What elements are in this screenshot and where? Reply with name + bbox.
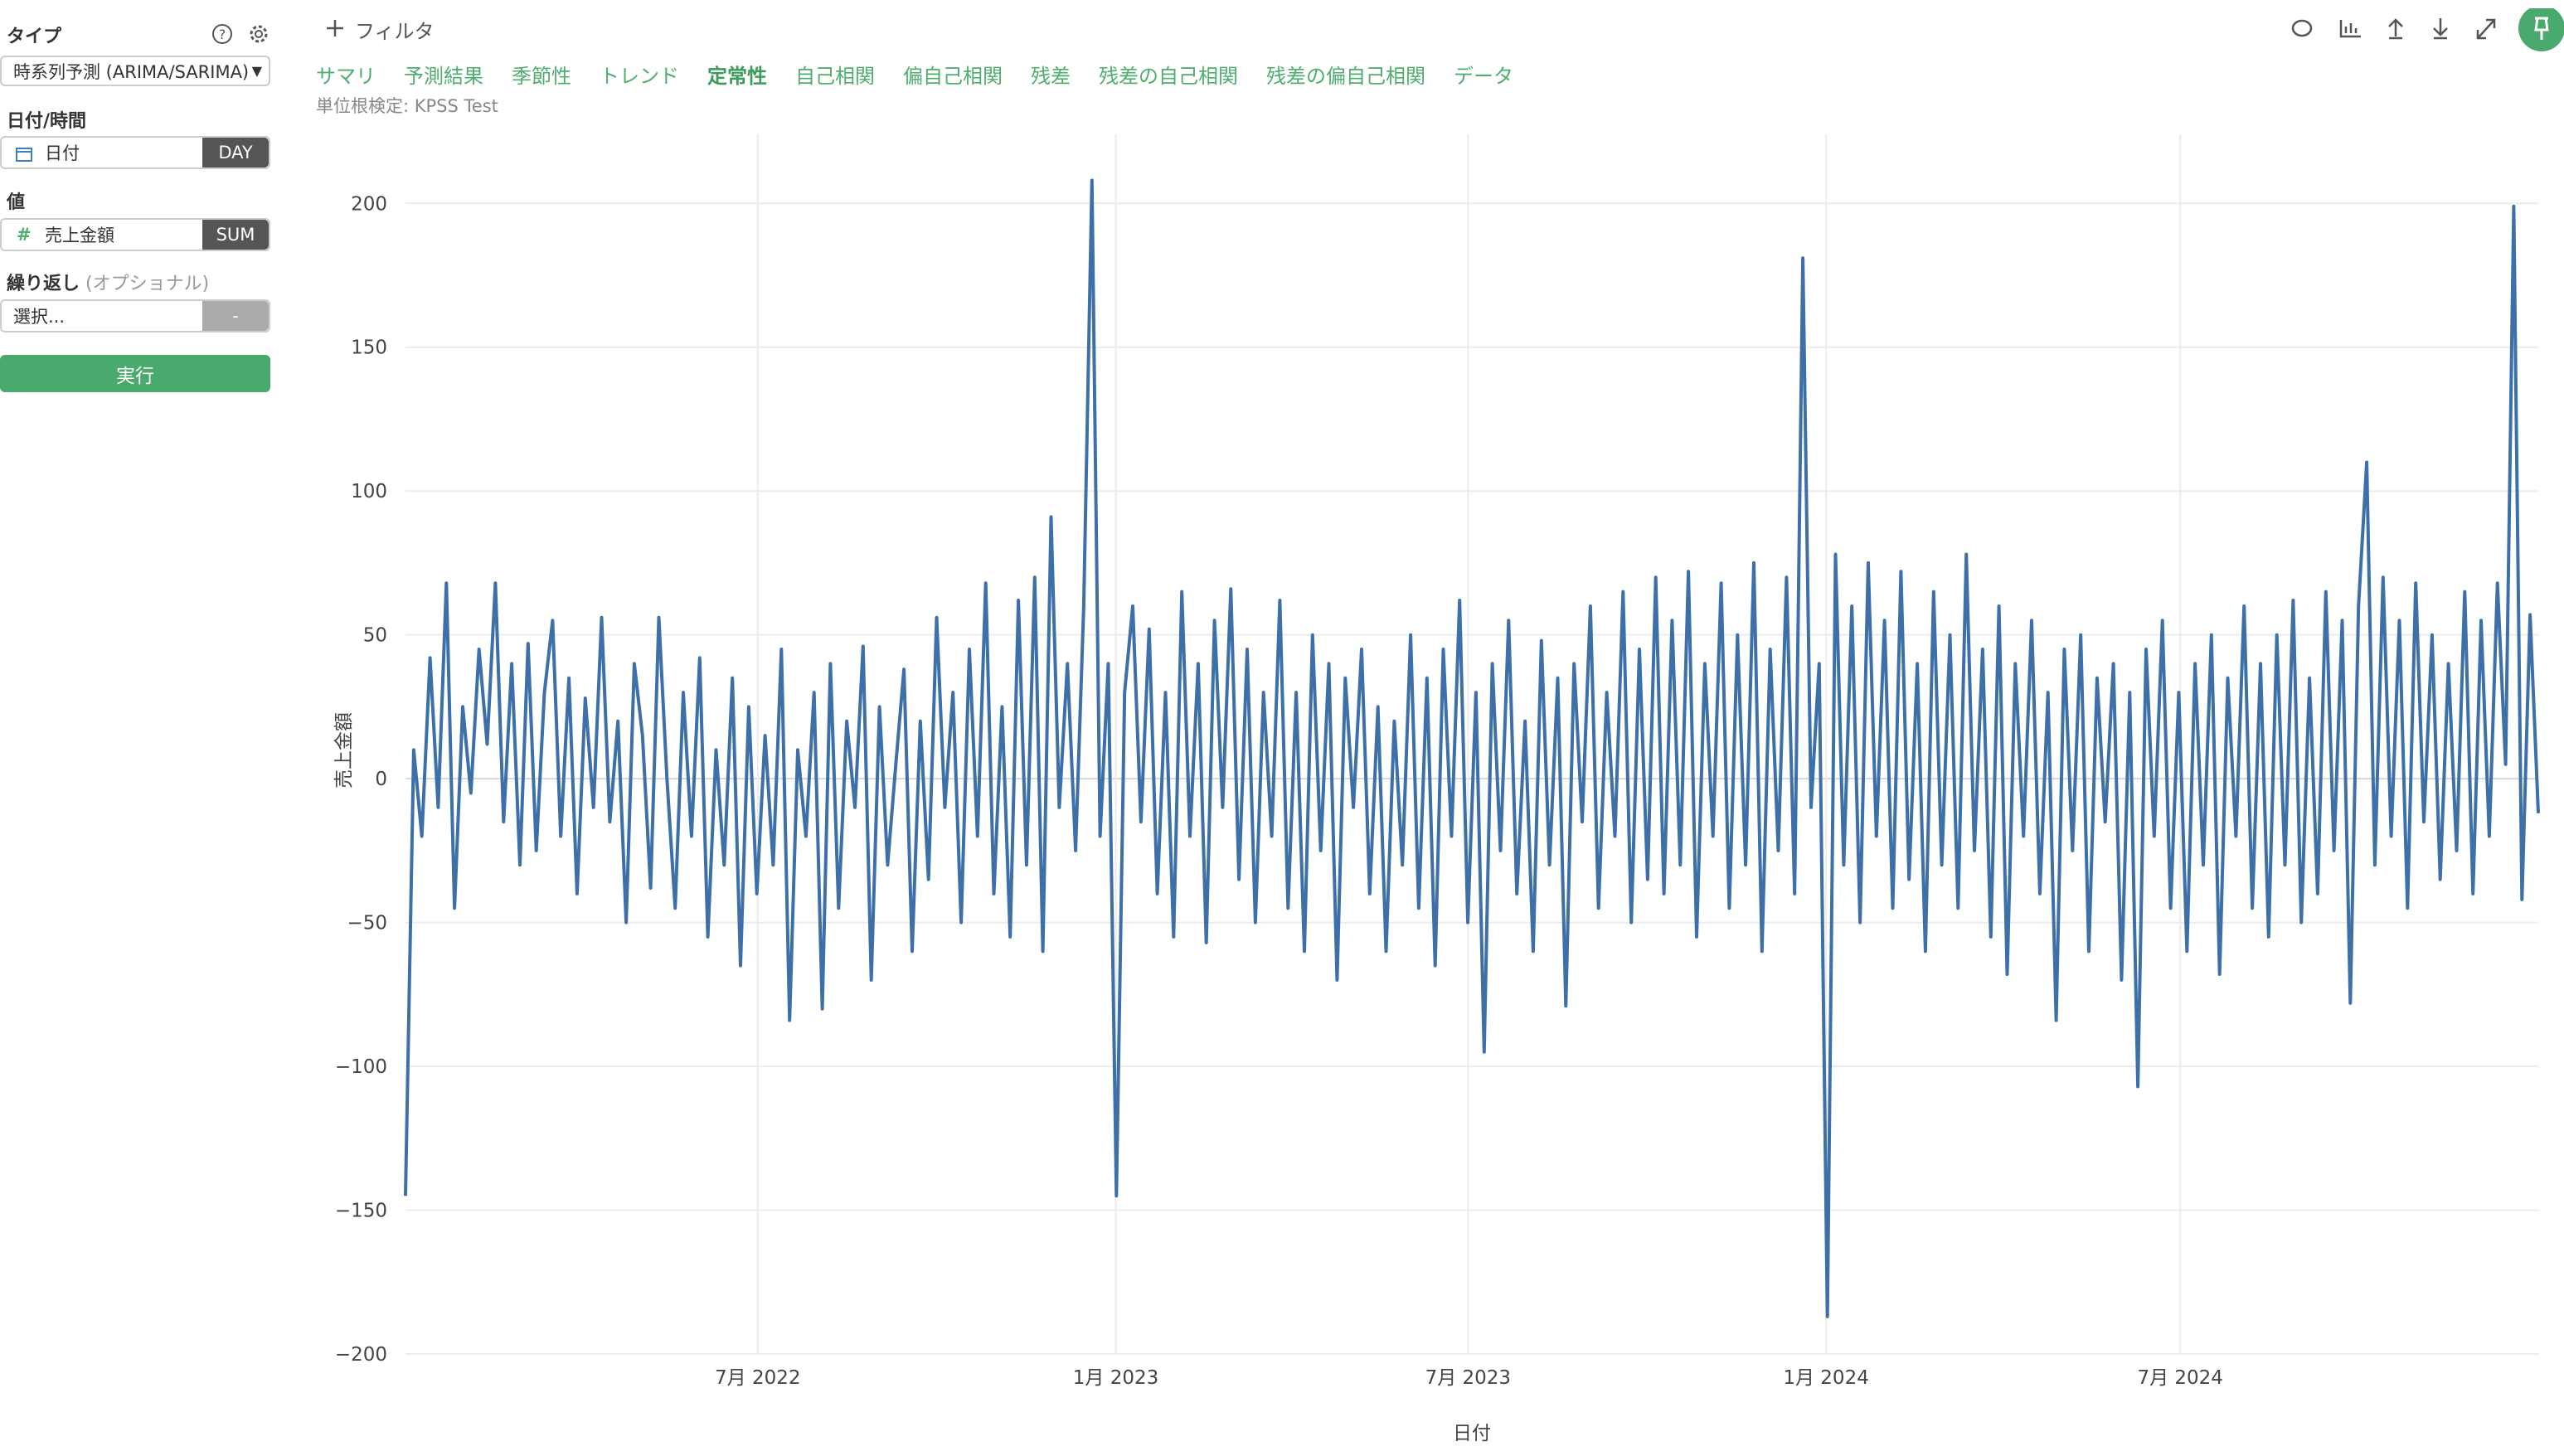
type-label: タイプ (7, 27, 62, 47)
calendar-icon (16, 148, 32, 162)
tab[interactable]: 残差の自己相関 (1099, 65, 1238, 88)
download-icon[interactable] (2433, 18, 2448, 40)
tab[interactable]: 自己相関 (795, 65, 875, 88)
tab[interactable]: トレンド (600, 65, 679, 88)
number-icon: # (17, 225, 32, 245)
filter-button[interactable]: フィルタ (355, 20, 435, 43)
tab[interactable]: 定常性 (707, 65, 767, 88)
date-field[interactable]: 日付 DAY (0, 136, 270, 169)
y-tick-label: 150 (351, 337, 387, 359)
value-field[interactable]: # 売上金額 SUM (0, 218, 270, 251)
tab[interactable]: 残差の偏自己相関 (1266, 65, 1425, 88)
tab[interactable]: 残差 (1031, 65, 1071, 88)
plus-icon[interactable] (323, 17, 347, 40)
repeat-label-row: 繰り返し (オプショナル) (7, 269, 209, 295)
repeat-select[interactable]: 選択... - (0, 299, 270, 332)
tab[interactable]: データ (1454, 65, 1513, 88)
y-tick-label: 100 (351, 481, 387, 502)
dropdown-arrow: ▼ (251, 63, 262, 79)
help-icon[interactable] (212, 24, 232, 44)
value-field-name: 売上金額 (45, 226, 114, 245)
repeat-optional: (オプショナル) (85, 274, 210, 294)
tab[interactable]: 季節性 (512, 65, 571, 88)
date-label: 日付/時間 (7, 111, 87, 132)
chart-subtitle: 単位根検定: KPSS Test (316, 96, 498, 116)
repeat-button[interactable]: - (202, 301, 269, 331)
value-agg-button[interactable]: SUM (202, 220, 269, 250)
type-select[interactable]: 時系列予測 (ARIMA/SARIMA) ▼ (0, 56, 270, 86)
tab[interactable]: サマリ (316, 65, 376, 88)
y-tick-label: −100 (335, 1056, 387, 1078)
upload-icon[interactable] (2388, 18, 2403, 40)
repeat-placeholder: 選択... (13, 307, 66, 327)
x-axis-title: 日付 (1453, 1423, 1491, 1444)
y-tick-label: 200 (351, 193, 387, 215)
sidebar-icons[interactable]: ? (211, 22, 269, 46)
y-tick-label: 50 (363, 625, 387, 647)
pin-icon (2534, 17, 2549, 40)
x-tick-label: 1月 2024 (1783, 1367, 1868, 1389)
x-tick-label: 7月 2023 (1425, 1367, 1511, 1389)
y-tick-label: −150 (335, 1201, 387, 1222)
y-tick-label: −200 (335, 1344, 387, 1366)
expand-icon[interactable] (2476, 18, 2496, 40)
value-label: 値 (7, 192, 26, 213)
settings-icon[interactable] (250, 25, 268, 43)
comment-icon[interactable] (2291, 19, 2313, 37)
tab-bar: サマリ 予測結果 季節性 トレンド 定常性 自己相関 偏自己相関 残差 残差の自己相関 残差の偏自… (316, 60, 1513, 89)
y-tick-label: −50 (347, 913, 387, 934)
y-axis-title: 売上金額 (333, 712, 355, 789)
chart-icon[interactable] (2339, 20, 2361, 38)
repeat-label: 繰り返し (7, 274, 80, 294)
x-tick-label: 1月 2023 (1073, 1367, 1158, 1389)
run-button[interactable]: 実行 (0, 355, 270, 392)
date-field-name: 日付 (45, 143, 80, 163)
tab[interactable]: 偏自己相関 (903, 65, 1003, 88)
y-tick-label: 0 (375, 769, 387, 790)
tab[interactable]: 予測結果 (404, 65, 483, 88)
date-unit-button[interactable]: DAY (202, 138, 269, 167)
type-value: 時系列予測 (ARIMA/SARIMA) (13, 61, 250, 82)
x-tick-label: 7月 2022 (715, 1367, 800, 1389)
settings-core (255, 30, 263, 38)
data-line (404, 178, 2540, 1318)
x-tick-label: 7月 2024 (2137, 1367, 2222, 1389)
toolbar-icons (2291, 8, 2564, 51)
help-glyph: ? (219, 27, 226, 42)
